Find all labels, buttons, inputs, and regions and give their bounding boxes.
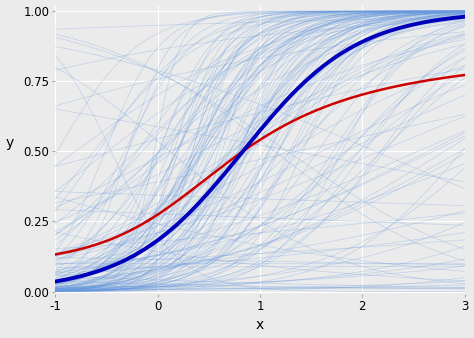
X-axis label: x: x: [256, 318, 264, 333]
Y-axis label: y: y: [6, 136, 14, 150]
